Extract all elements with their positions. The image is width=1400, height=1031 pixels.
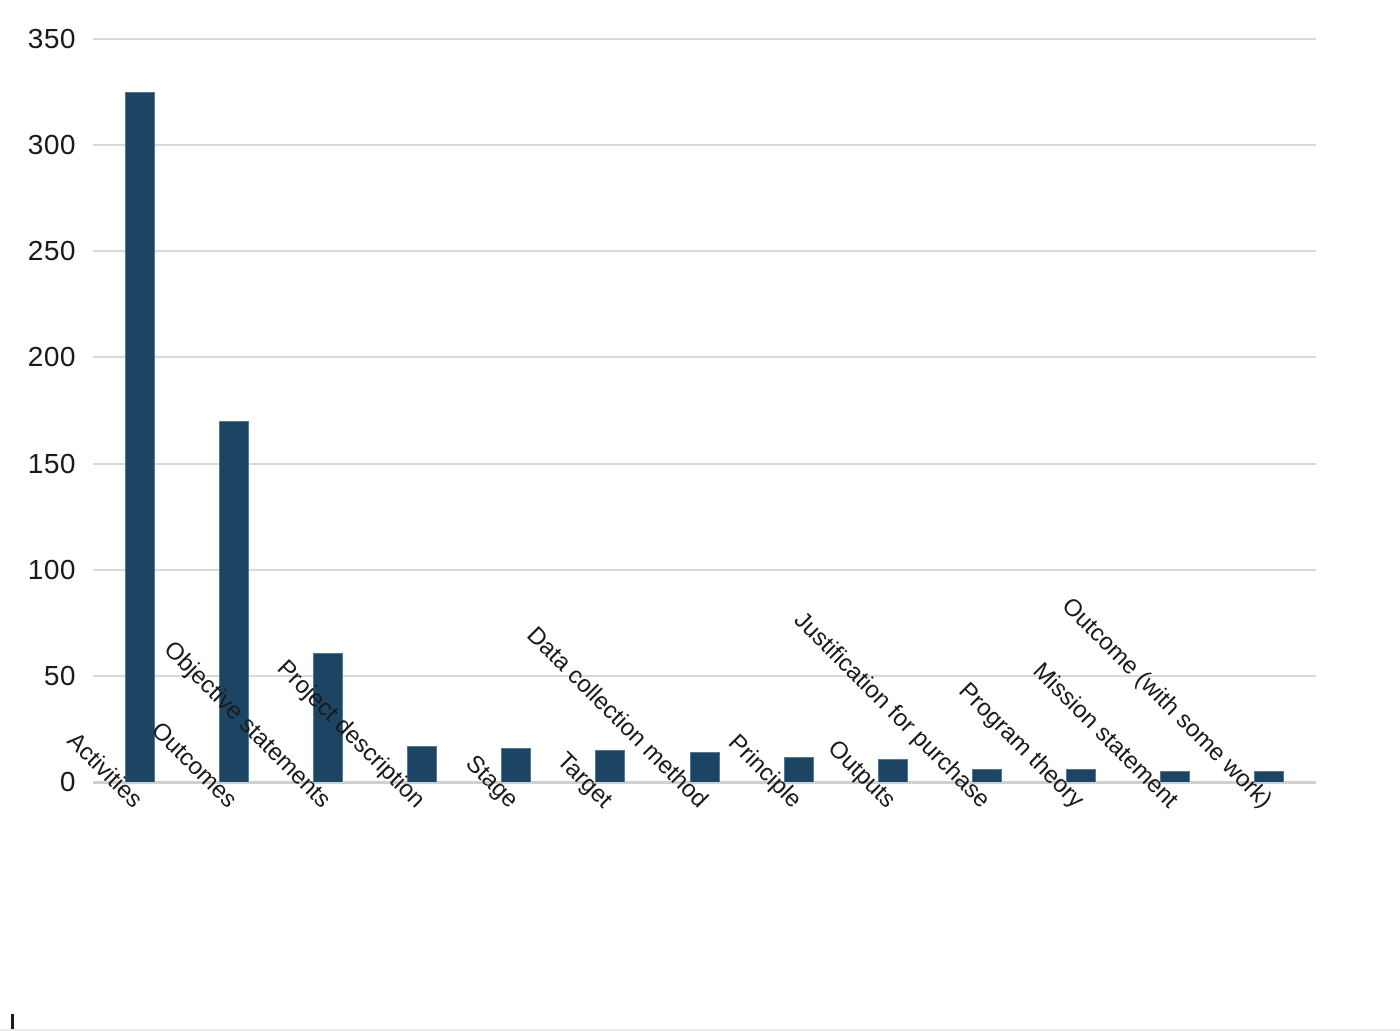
bar xyxy=(1254,771,1284,782)
bar xyxy=(313,653,343,782)
gridline-300 xyxy=(93,144,1316,146)
y-tick-label-200: 200 xyxy=(27,341,76,372)
bar xyxy=(407,746,437,782)
gridline-50 xyxy=(93,675,1316,677)
y-tick-label-350: 350 xyxy=(27,23,76,54)
gridline-250 xyxy=(93,250,1316,252)
bar xyxy=(690,752,720,782)
bar xyxy=(878,759,908,782)
bar xyxy=(219,421,249,782)
gridline-100 xyxy=(93,569,1316,571)
y-tick-label-50: 50 xyxy=(43,660,76,691)
bottom-left-tick-mark xyxy=(11,1014,14,1031)
bar xyxy=(784,757,814,782)
bar xyxy=(1160,771,1190,782)
y-tick-label-150: 150 xyxy=(27,448,76,479)
bar xyxy=(501,748,531,782)
bar xyxy=(1066,769,1096,782)
x-axis-label: Data collection method xyxy=(521,621,713,814)
bottom-edge-line xyxy=(0,1029,1400,1031)
bar xyxy=(972,769,1002,782)
y-tick-label-300: 300 xyxy=(27,129,76,160)
gridline-350 xyxy=(93,38,1316,40)
y-tick-label-0: 0 xyxy=(59,766,76,797)
gridline-200 xyxy=(93,356,1316,358)
y-tick-label-100: 100 xyxy=(27,554,76,585)
bar xyxy=(595,750,625,782)
gridline-150 xyxy=(93,463,1316,465)
y-tick-label-250: 250 xyxy=(27,235,76,266)
x-axis-line xyxy=(93,781,1316,784)
bar xyxy=(125,92,155,782)
